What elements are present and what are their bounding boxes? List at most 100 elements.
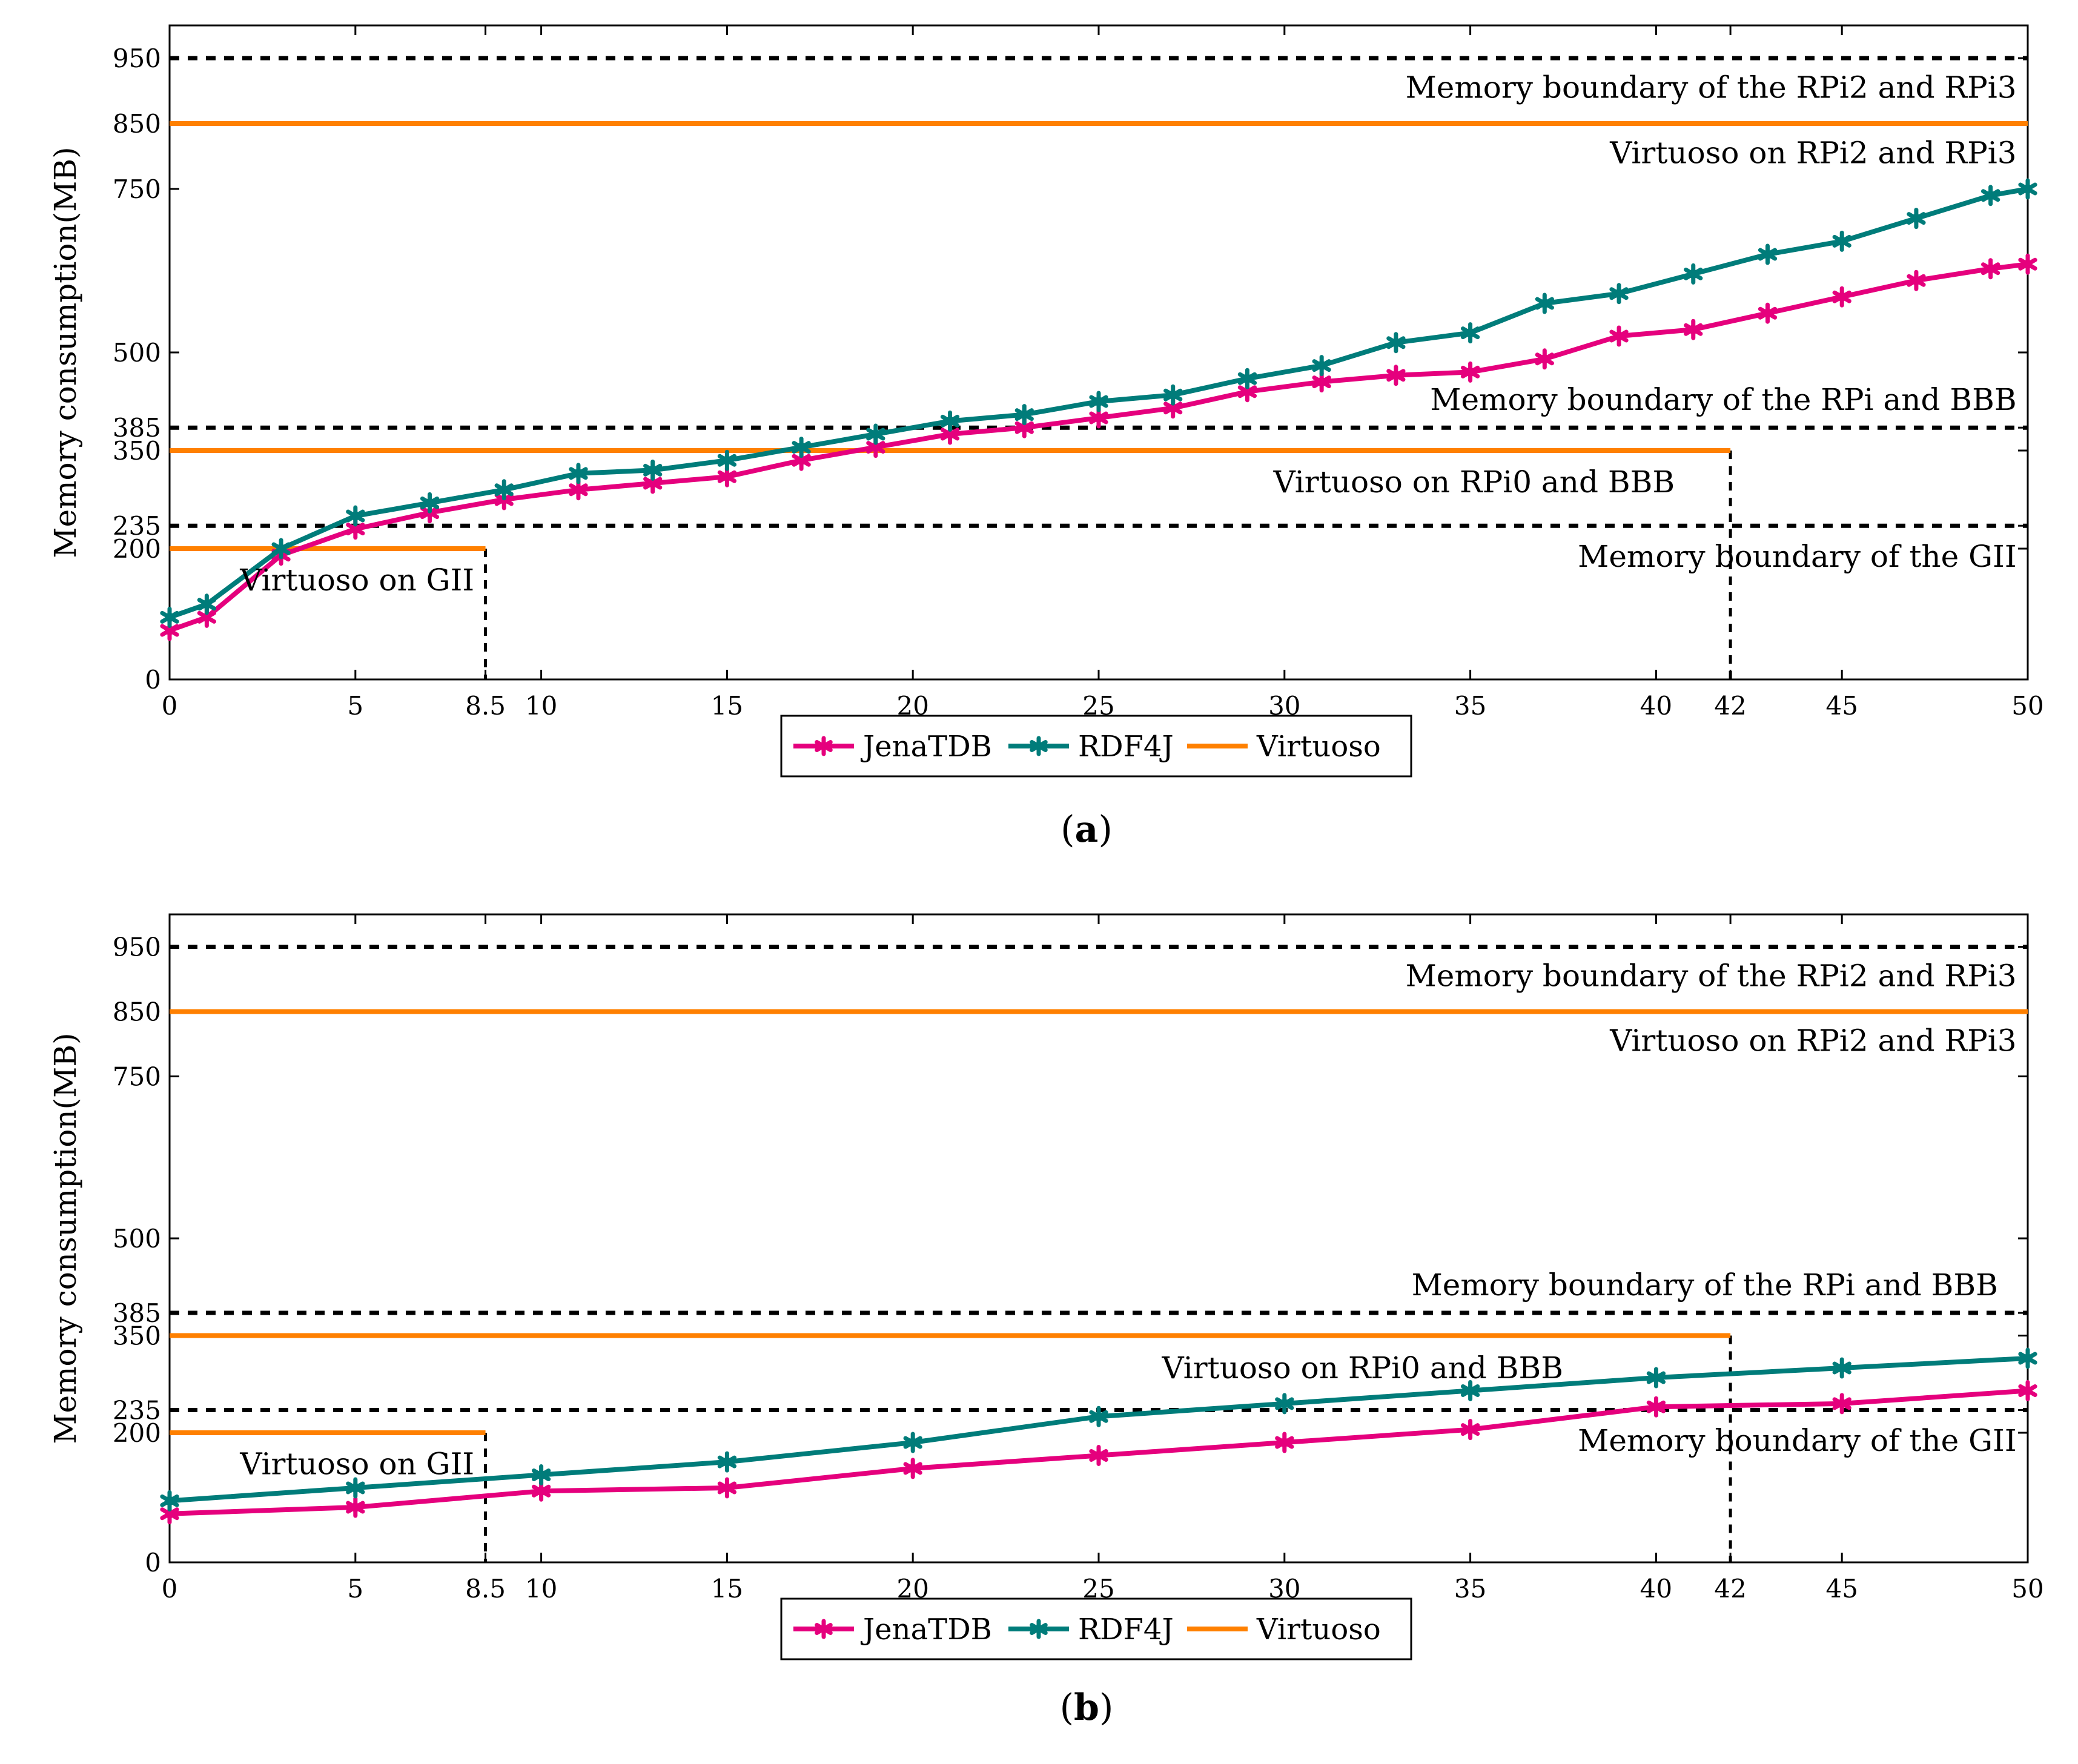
data-point-RDF4J [531,1464,551,1486]
x-tick-label: 50 [2011,691,2043,721]
data-point-RDF4J [160,1490,179,1511]
legend: JenaTDB RDF4J Virtuoso [780,715,1412,778]
legend-label: JenaTDB [860,1613,992,1647]
x-tick-label: 35 [1454,1574,1486,1604]
y-tick-label: 500 [113,1224,161,1254]
data-point-RDF4J [940,410,960,432]
x-tick-label: 42 [1714,691,1746,721]
data-point-RDF4J [1981,185,2000,206]
data-point-RDF4J [1758,243,1778,265]
data-point-JenaTDB [346,1496,365,1518]
reference-label: Memory boundary of the RPi and BBB [1412,1267,1998,1303]
data-point-JenaTDB [1832,286,1851,308]
data-point-JenaTDB [717,466,737,487]
legend-label: RDF4J [1078,1613,1174,1647]
data-point-JenaTDB [1609,325,1629,347]
y-tick-label: 200 [113,534,161,564]
legend-marker [1030,736,1048,756]
data-point-RDF4J [717,449,737,471]
reference-label: Memory boundary of the RPi2 and RPi3 [1406,70,2017,105]
x-tick-label: 15 [711,691,743,721]
x-tick-label: 40 [1640,1574,1672,1604]
x-tick-label: 5 [347,691,363,721]
legend-box [780,1597,1412,1660]
data-point-RDF4J [420,492,440,514]
reference-label: Virtuoso on GII [239,563,474,598]
data-point-RDF4J [2018,1347,2037,1369]
data-point-JenaTDB [1981,258,2000,280]
data-point-RDF4J [197,593,216,615]
legend-label: Virtuoso [1256,730,1381,764]
data-point-RDF4J [1460,1379,1480,1401]
data-point-RDF4J [1535,292,1554,314]
legend-box [780,715,1412,778]
data-point-RDF4J [792,437,811,458]
legend-marker [815,1619,833,1639]
data-point-RDF4J [1089,391,1108,412]
data-point-RDF4J [866,423,885,445]
data-point-JenaTDB [1535,348,1554,370]
y-axis-label: Memory consumption(MB) [48,147,83,558]
data-point-JenaTDB [1684,319,1703,340]
legend-label: Virtuoso [1256,1613,1381,1647]
data-point-RDF4J [1460,322,1480,344]
x-tick-label: 10 [525,1574,557,1604]
reference-label: Memory boundary of the GII [1578,539,2016,574]
legend: JenaTDB RDF4J Virtuoso [780,1597,1412,1660]
data-point-JenaTDB [2018,253,2037,275]
data-point-RDF4J [2018,178,2037,200]
data-point-RDF4J [1237,368,1257,389]
data-point-JenaTDB [1089,1444,1108,1466]
data-point-JenaTDB [2018,1379,2037,1401]
data-point-JenaTDB [717,1477,737,1499]
data-point-JenaTDB [1275,1432,1294,1453]
data-point-JenaTDB [1014,417,1034,438]
data-point-RDF4J [717,1451,737,1473]
x-tick-label: 8.5 [465,1574,506,1604]
reference-label: Virtuoso on RPi2 and RPi3 [1609,1023,2016,1059]
y-tick-label: 950 [113,933,161,962]
y-tick-label: 385 [113,1298,161,1328]
y-tick-label: 750 [113,1062,161,1092]
legend-label: RDF4J [1078,730,1174,764]
y-tick-label: 385 [113,413,161,443]
y-tick-label: 350 [113,436,161,466]
x-tick-label: 42 [1714,1574,1746,1604]
x-tick-label: 8.5 [465,691,506,721]
data-point-RDF4J [1163,384,1183,406]
data-point-JenaTDB [1089,407,1108,429]
reference-label: Virtuoso on RPi0 and BBB [1273,464,1675,500]
data-point-RDF4J [346,505,365,527]
x-tick-label: 40 [1640,691,1672,721]
y-tick-label: 0 [145,665,161,695]
data-point-RDF4J [160,606,179,628]
data-point-RDF4J [1014,404,1034,426]
data-point-JenaTDB [643,472,663,494]
x-tick-label: 0 [162,1574,178,1604]
legend-marker [1030,1619,1048,1639]
panel-caption: (a) [1061,808,1113,851]
y-tick-label: 850 [113,997,161,1027]
data-point-RDF4J [1089,1406,1108,1427]
data-point-RDF4J [1907,208,1926,230]
data-point-RDF4J [1275,1393,1294,1415]
y-tick-label: 350 [113,1321,161,1351]
data-point-RDF4J [1386,332,1406,354]
y-tick-label: 0 [145,1548,161,1577]
x-tick-label: 5 [347,1574,363,1604]
data-point-JenaTDB [903,1458,922,1479]
data-point-RDF4J [569,463,588,484]
data-point-JenaTDB [1237,381,1257,403]
data-point-RDF4J [1832,1357,1851,1379]
x-tick-label: 15 [711,1574,743,1604]
data-point-RDF4J [1684,263,1703,285]
reference-label: Virtuoso on RPi0 and BBB [1162,1350,1564,1386]
data-point-RDF4J [346,1477,365,1499]
data-point-RDF4J [494,479,514,501]
y-tick-label: 750 [113,174,161,204]
reference-label: Virtuoso on RPi2 and RPi3 [1609,136,2016,171]
y-tick-label: 950 [113,44,161,73]
data-point-JenaTDB [1460,361,1480,383]
